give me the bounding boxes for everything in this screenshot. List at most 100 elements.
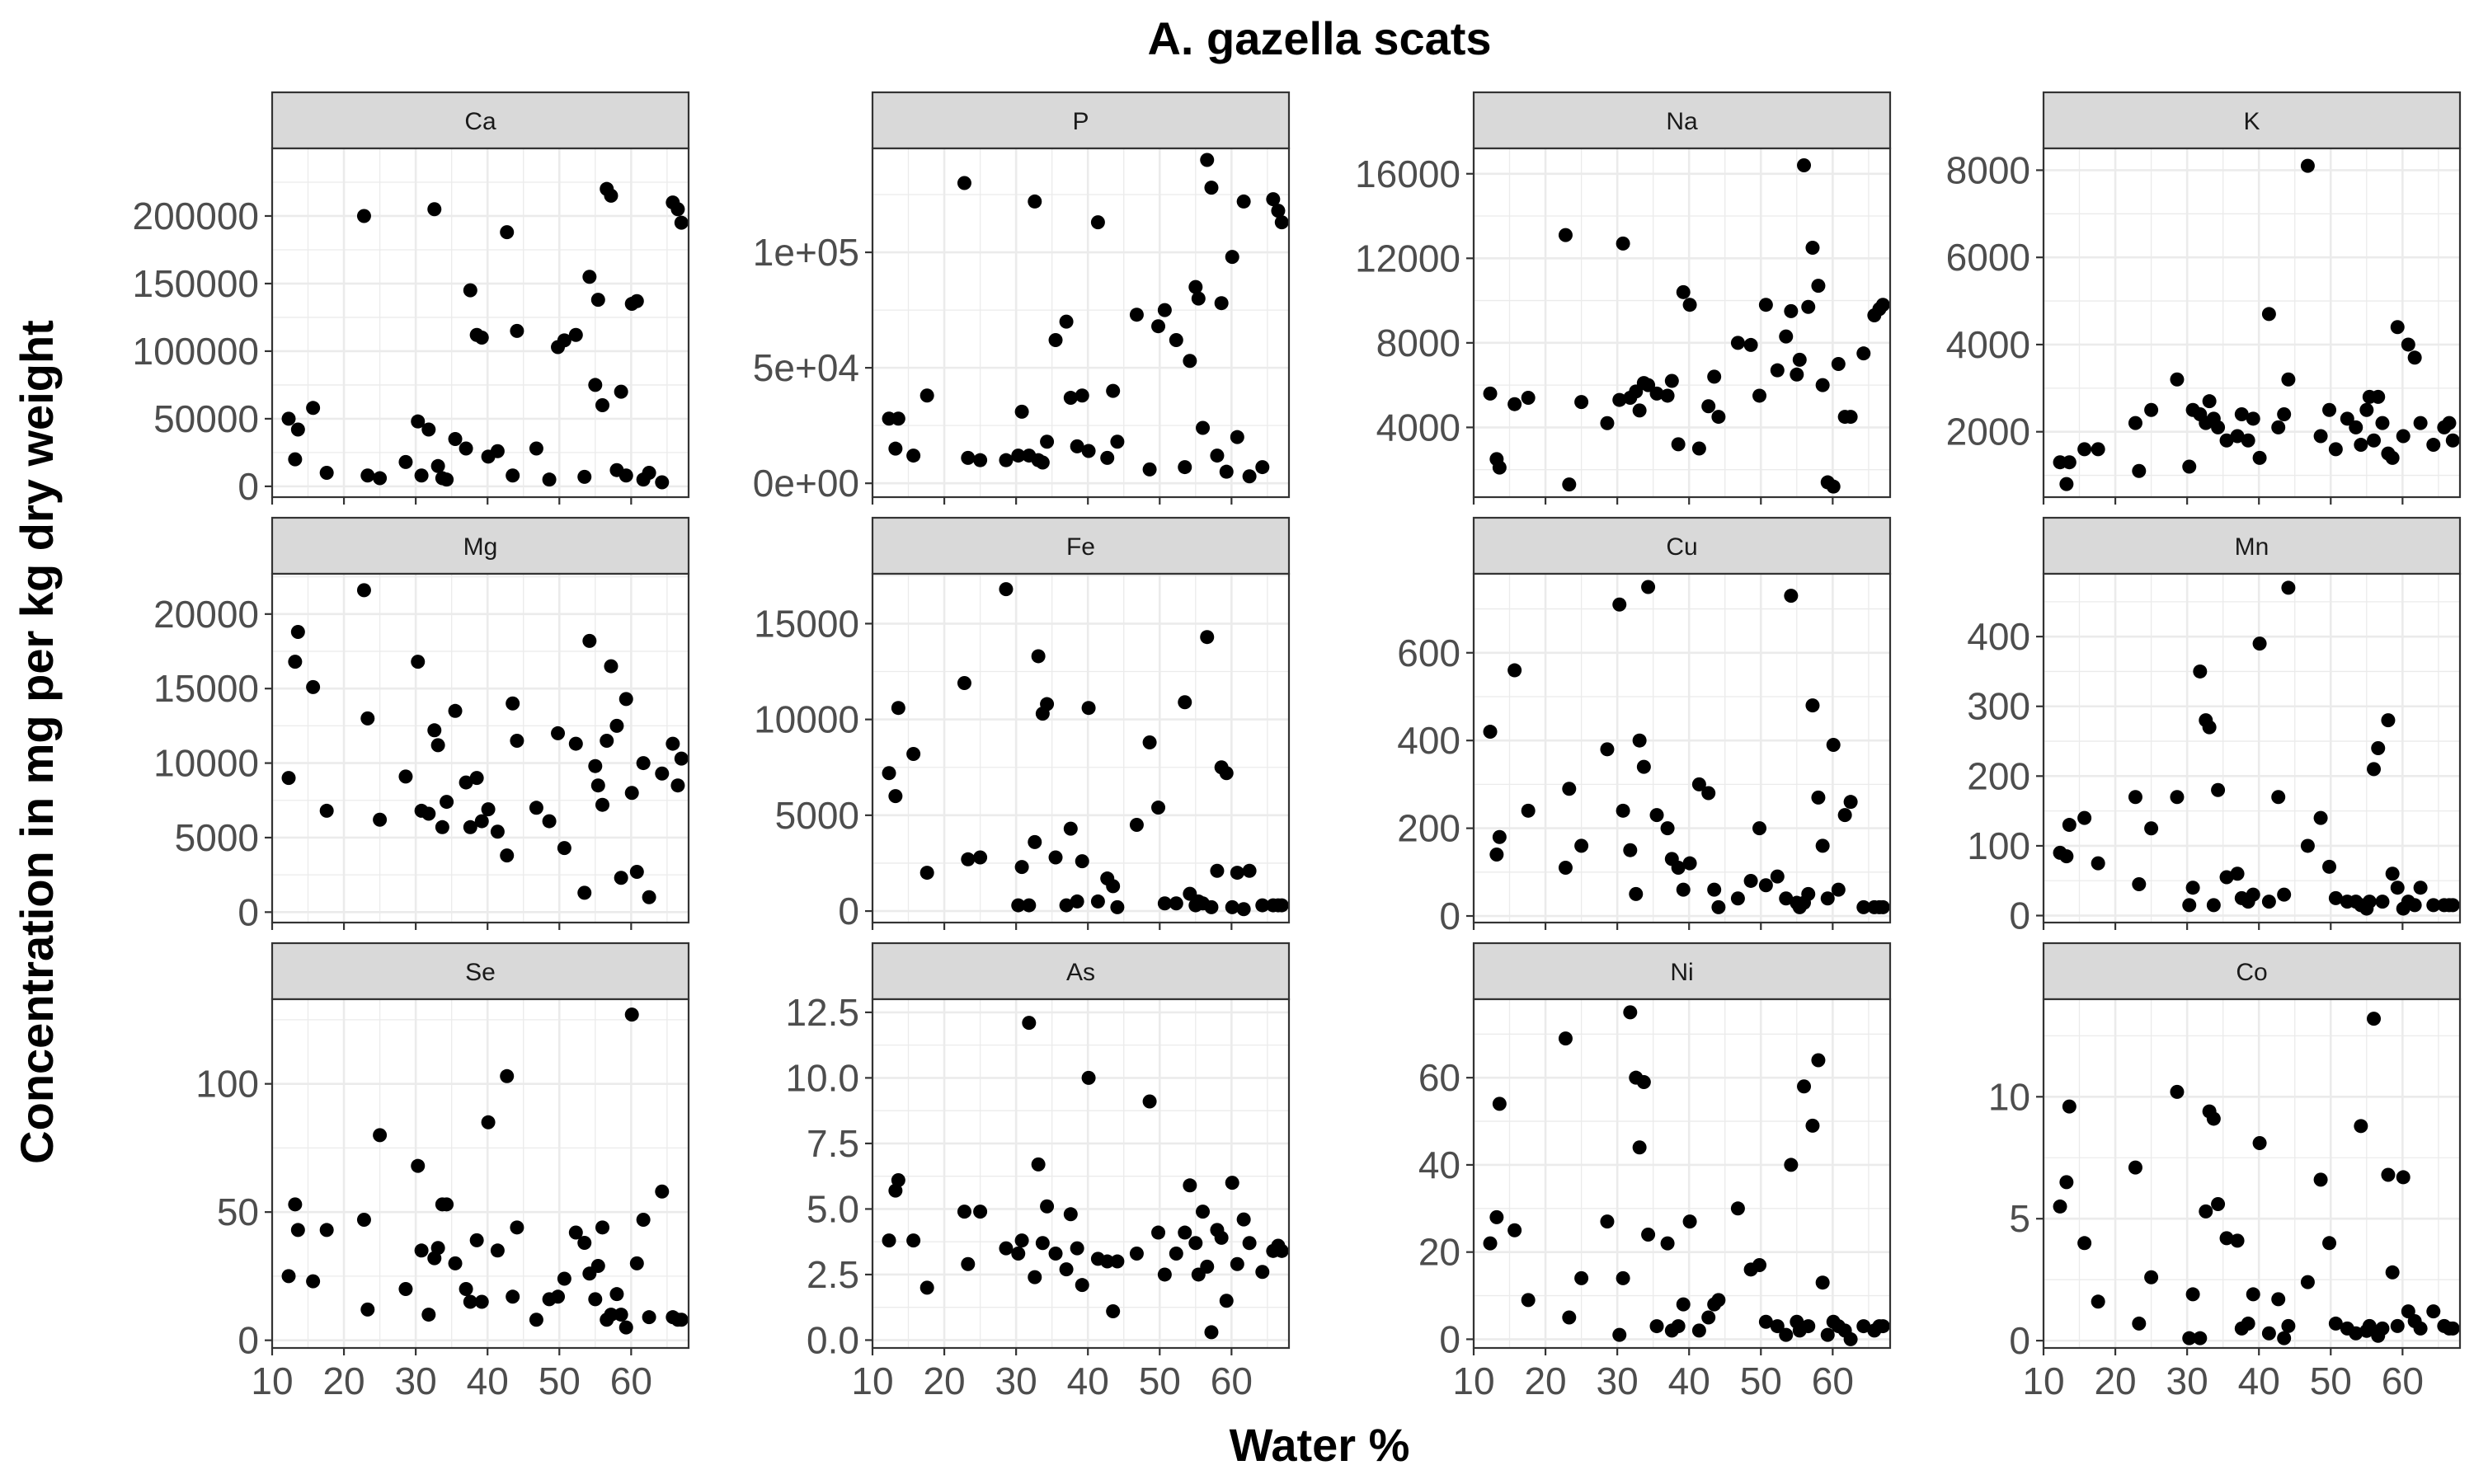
data-point-ni	[1660, 1236, 1675, 1251]
data-point-co	[2246, 1287, 2260, 1302]
data-point-co	[2252, 1136, 2267, 1151]
data-point-se	[469, 1233, 484, 1247]
data-point-ni	[1600, 1214, 1615, 1229]
data-point-se	[588, 1292, 603, 1307]
data-point-ni	[1632, 1140, 1647, 1155]
strip-label-se: Se	[465, 959, 496, 986]
data-point-na	[1682, 298, 1697, 312]
data-point-ca	[568, 327, 583, 342]
y-tick-label-mg: 0	[238, 890, 259, 933]
data-point-k	[2367, 433, 2382, 448]
data-point-co	[2390, 1318, 2405, 1333]
data-point-ni	[1797, 1079, 1812, 1094]
data-point-as	[1188, 1236, 1203, 1251]
data-point-mg	[636, 756, 651, 771]
data-point-ca	[306, 401, 321, 416]
data-point-co	[2128, 1160, 2142, 1175]
data-point-k	[2261, 307, 2276, 322]
data-point-as	[1236, 1212, 1251, 1227]
data-point-mg	[373, 812, 388, 827]
data-point-na	[1676, 284, 1691, 299]
data-point-mn	[2132, 876, 2147, 891]
strip-na	[1472, 91, 1892, 150]
data-point-na	[1521, 391, 1536, 406]
data-point-co	[2199, 1204, 2213, 1219]
data-point-co	[2170, 1084, 2185, 1099]
data-point-mn	[2371, 741, 2386, 755]
x-tick-label-co: 20	[2094, 1360, 2136, 1402]
data-point-mg	[430, 738, 445, 753]
data-point-se	[474, 1294, 489, 1309]
data-point-k	[2340, 411, 2354, 426]
data-point-mn	[2128, 790, 2142, 805]
data-point-ca	[281, 411, 296, 426]
x-axis-title: Water %	[1230, 1419, 1410, 1471]
data-point-p	[1236, 194, 1251, 209]
data-point-mn	[2277, 887, 2292, 902]
data-point-k	[2442, 416, 2457, 430]
y-tick-label-p: 0e+00	[753, 462, 859, 505]
panel-p: P 0e+00 5e+04 1e+05	[753, 91, 1291, 505]
data-point-mg	[674, 751, 689, 766]
data-point-p	[1200, 153, 1215, 167]
data-point-as	[1151, 1225, 1166, 1240]
data-point-na	[1815, 378, 1830, 392]
data-point-as	[1031, 1157, 1046, 1172]
panel-border-se	[270, 998, 690, 1350]
data-point-na	[1826, 479, 1841, 494]
data-point-fe	[906, 746, 921, 761]
data-point-as	[1274, 1243, 1289, 1258]
data-point-mn	[2261, 895, 2276, 909]
x-tick-label-se: 50	[539, 1360, 581, 1402]
data-point-cu	[1616, 803, 1630, 818]
data-point-ni	[1641, 1228, 1656, 1242]
data-point-mn	[2182, 898, 2197, 913]
data-point-mn	[2445, 898, 2460, 913]
data-point-mg	[618, 692, 633, 707]
data-point-k	[2322, 402, 2337, 417]
data-point-ca	[642, 465, 656, 480]
data-point-k	[2385, 450, 2400, 465]
y-tick-label-as: 10.0	[785, 1056, 859, 1099]
data-point-cu	[1641, 580, 1656, 594]
data-point-na	[1691, 441, 1706, 456]
data-point-co	[2396, 1170, 2411, 1185]
data-point-mg	[582, 633, 597, 648]
data-point-na	[1701, 399, 1716, 414]
data-point-na	[1641, 378, 1656, 392]
y-tick-label-mg: 20000	[153, 593, 259, 636]
data-point-p	[999, 453, 1014, 467]
x-tick-label-se: 60	[610, 1360, 652, 1402]
data-point-mg	[319, 803, 334, 818]
data-point-na	[1831, 356, 1846, 371]
data-point-se	[411, 1158, 426, 1173]
data-point-cu	[1691, 777, 1706, 791]
data-point-na	[1483, 386, 1498, 401]
data-point-na	[1507, 397, 1522, 411]
data-point-co	[2381, 1167, 2396, 1182]
data-point-ca	[590, 293, 605, 308]
data-point-as	[1169, 1247, 1183, 1261]
panel-border-ni	[1472, 998, 1892, 1350]
data-point-as	[882, 1233, 896, 1248]
data-point-ni	[1811, 1053, 1826, 1068]
data-point-co	[2362, 1318, 2377, 1333]
data-point-fe	[920, 866, 934, 881]
data-point-se	[440, 1197, 454, 1212]
y-tick-label-mg: 5000	[175, 816, 259, 859]
data-point-mn	[2185, 881, 2200, 895]
y-tick-label-co: 0	[2009, 1319, 2030, 1362]
data-point-ni	[1801, 1319, 1816, 1334]
data-point-co	[2211, 1196, 2226, 1211]
data-point-k	[2349, 420, 2363, 434]
data-point-fe	[957, 675, 971, 690]
data-point-ca	[670, 202, 685, 217]
y-tick-label-fe: 10000	[754, 698, 859, 741]
data-point-ca	[360, 468, 375, 483]
data-point-ni	[1507, 1223, 1522, 1237]
data-point-se	[373, 1128, 388, 1143]
data-point-as	[1014, 1233, 1029, 1248]
data-point-ni	[1843, 1331, 1858, 1346]
y-tick-label-mg: 10000	[153, 742, 259, 785]
x-tick-label-ni: 30	[1597, 1360, 1639, 1402]
